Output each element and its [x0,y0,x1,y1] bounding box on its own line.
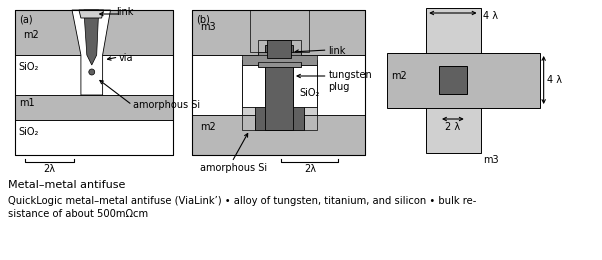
Bar [265,45,293,130]
Text: m2: m2 [200,122,216,132]
Text: SiO₂: SiO₂ [19,62,39,72]
Polygon shape [250,10,309,52]
Bar [193,115,365,155]
Text: 2λ: 2λ [43,164,55,174]
Bar [15,95,173,120]
Bar [386,53,540,108]
Polygon shape [72,10,111,95]
Ellipse shape [89,69,95,75]
Text: tungsten
plug: tungsten plug [329,70,372,92]
Text: Metal–metal antifuse: Metal–metal antifuse [8,180,125,190]
Bar [426,8,480,153]
Bar [439,66,467,94]
Text: 2λ: 2λ [304,164,316,174]
Bar [15,120,173,155]
Text: link: link [329,46,346,56]
Bar [193,10,365,155]
Bar [193,10,365,55]
Polygon shape [79,10,104,18]
Text: amorphous Si: amorphous Si [133,100,200,110]
Text: 4 λ: 4 λ [547,75,562,85]
Text: m3: m3 [483,155,499,165]
Text: link: link [116,7,134,17]
Polygon shape [242,115,317,130]
Bar [15,10,173,155]
Bar [242,65,265,107]
Bar [242,60,317,115]
Text: m3: m3 [200,22,216,32]
Bar [15,10,173,55]
Text: via: via [119,53,133,63]
Text: (b): (b) [196,14,210,24]
Text: 4 λ: 4 λ [483,11,498,21]
Text: m2: m2 [391,71,406,81]
Bar [255,100,304,130]
Bar [15,55,173,95]
Polygon shape [84,10,99,65]
Polygon shape [242,55,317,65]
Bar [293,65,317,107]
Bar [267,40,291,58]
Text: SiO₂: SiO₂ [19,127,39,137]
Text: QuickLogic metal–metal antifuse (ViaLink’) • alloy of tungsten, titanium, and si: QuickLogic metal–metal antifuse (ViaLink… [8,196,476,219]
Text: (a): (a) [19,14,33,24]
Text: 2 λ: 2 λ [445,122,461,132]
Bar [193,55,365,115]
Text: amorphous Si: amorphous Si [200,163,267,173]
Text: m2: m2 [23,30,39,40]
Bar [258,52,301,67]
Text: m1: m1 [19,98,34,108]
Text: SiO₂: SiO₂ [299,88,319,98]
